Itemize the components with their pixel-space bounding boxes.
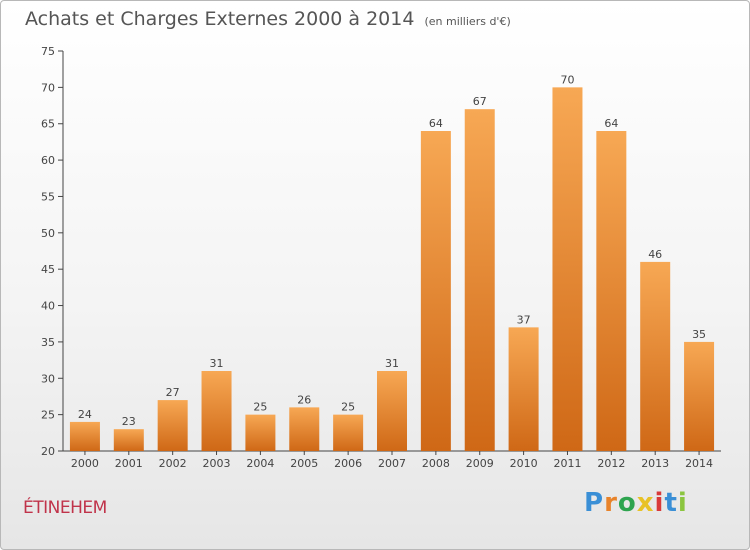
x-tick-label: 2004 — [246, 457, 274, 470]
data-label: 25 — [341, 401, 355, 414]
bar — [201, 371, 232, 451]
logo-letter: t — [664, 488, 678, 518]
y-tick-label: 45 — [41, 263, 55, 276]
data-label: 70 — [560, 73, 574, 86]
y-tick-label: 55 — [41, 190, 55, 203]
y-tick-label: 35 — [41, 336, 55, 349]
y-tick-label: 25 — [41, 409, 55, 422]
data-label: 64 — [429, 117, 443, 130]
y-tick-label: 75 — [41, 45, 55, 58]
bar — [464, 109, 495, 451]
title-row: Achats et Charges Externes 2000 à 2014 (e… — [25, 8, 511, 30]
x-tick-label: 2002 — [159, 457, 187, 470]
bar — [684, 341, 715, 451]
data-label: 46 — [648, 248, 662, 261]
x-tick-label: 2007 — [378, 457, 406, 470]
x-tick-label: 2013 — [641, 457, 669, 470]
bar — [113, 429, 144, 451]
data-label: 31 — [385, 357, 399, 370]
data-label: 37 — [517, 313, 531, 326]
x-tick-label: 2003 — [203, 457, 231, 470]
logo-letter: r — [604, 488, 618, 518]
y-tick-label: 20 — [41, 445, 55, 458]
bar — [245, 414, 276, 451]
data-label: 25 — [253, 401, 267, 414]
data-label: 31 — [210, 357, 224, 370]
logo-letter: i — [654, 488, 665, 518]
bar — [69, 421, 100, 451]
y-tick-label: 70 — [41, 81, 55, 94]
data-label: 23 — [122, 415, 136, 428]
data-label: 26 — [297, 393, 311, 406]
bar — [289, 407, 320, 451]
bar — [420, 131, 451, 451]
bar — [552, 87, 583, 451]
bar — [377, 371, 407, 451]
y-tick-label: 60 — [41, 154, 55, 167]
x-tick-label: 2011 — [553, 457, 581, 470]
x-tick-label: 2001 — [115, 457, 143, 470]
x-tick-label: 2009 — [466, 457, 494, 470]
logo-letter: o — [617, 488, 637, 518]
place-name: ÉTINEHEM — [23, 498, 107, 518]
logo-letter: x — [636, 488, 655, 518]
y-tick-label: 50 — [41, 227, 55, 240]
logo-letter: i — [677, 488, 688, 518]
x-tick-label: 2006 — [334, 457, 362, 470]
bar — [640, 261, 671, 451]
x-tick-label: 2014 — [685, 457, 713, 470]
proxiti-logo: Proxiti — [584, 488, 688, 518]
y-tick-label: 30 — [41, 372, 55, 385]
chart-subtitle: (en milliers d'€) — [424, 15, 511, 28]
logo-letter: P — [584, 488, 605, 518]
bar — [508, 327, 539, 451]
x-tick-label: 2000 — [71, 457, 99, 470]
bar — [596, 131, 627, 451]
x-tick-label: 2008 — [422, 457, 450, 470]
bar — [333, 414, 364, 451]
x-tick-label: 2010 — [510, 457, 538, 470]
y-tick-label: 40 — [41, 300, 55, 313]
data-label: 64 — [604, 117, 618, 130]
bar — [157, 400, 188, 451]
data-label: 27 — [166, 386, 180, 399]
x-tick-label: 2012 — [597, 457, 625, 470]
data-label: 35 — [692, 328, 706, 341]
x-tick-label: 2005 — [290, 457, 318, 470]
data-label: 24 — [78, 408, 92, 421]
data-label: 67 — [473, 95, 487, 108]
y-tick-label: 65 — [41, 118, 55, 131]
chart-title: Achats et Charges Externes 2000 à 2014 — [25, 8, 415, 30]
